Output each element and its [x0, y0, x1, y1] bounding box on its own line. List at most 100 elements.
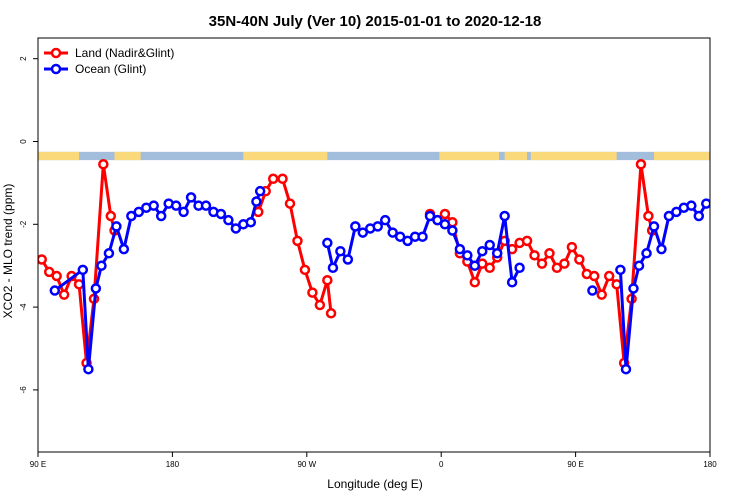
data-point: [126, 210, 137, 222]
data-point: [322, 274, 333, 286]
data-point: [635, 159, 647, 170]
data-point: [701, 198, 710, 209]
data-point: [322, 237, 333, 249]
data-point: [551, 262, 563, 274]
data-point: [379, 214, 391, 226]
data-point: [615, 264, 626, 276]
data-point: [402, 235, 413, 247]
data-point: [521, 235, 533, 247]
data-point: [686, 200, 697, 211]
data-point: [230, 223, 242, 234]
x-tick-label: 90 E: [567, 460, 583, 469]
data-point: [491, 248, 503, 259]
data-point: [200, 200, 212, 211]
data-point: [105, 210, 117, 222]
data-point: [38, 254, 47, 265]
data-point: [96, 260, 107, 271]
data-point: [90, 283, 102, 294]
data-point: [357, 227, 369, 238]
data-point: [148, 200, 159, 211]
x-tick-label: 180: [703, 460, 717, 469]
data-point: [566, 241, 578, 253]
data-point: [641, 248, 652, 259]
x-tick-label: 90 W: [297, 460, 316, 469]
data-point: [648, 221, 660, 232]
data-point: [215, 208, 227, 220]
data-point: [514, 262, 525, 274]
data-point: [387, 227, 398, 238]
series-ocean: [49, 185, 710, 375]
y-tick-label: -6: [19, 386, 28, 394]
landmask-band: [38, 151, 710, 161]
data-point: [118, 243, 130, 255]
data-point: [589, 270, 600, 282]
x-tick-label: 90 E: [30, 460, 46, 469]
data-point: [254, 185, 266, 197]
data-point: [342, 254, 354, 265]
x-tick-label: 0: [439, 460, 444, 469]
ocean-band: [38, 151, 710, 161]
data-point: [223, 214, 234, 226]
y-tick-label: 2: [19, 56, 28, 61]
data-point: [77, 264, 89, 276]
land-band-segment: [439, 151, 500, 161]
data-point: [307, 287, 318, 298]
land-band-segment: [504, 151, 528, 161]
data-point: [574, 254, 585, 265]
data-point: [559, 258, 570, 269]
data-point: [314, 299, 326, 311]
data-point: [51, 270, 62, 282]
y-axis-label: XCO2 - MLO trend (ppm): [1, 184, 15, 319]
series-layer: [38, 159, 710, 375]
data-point: [484, 239, 495, 251]
land-band-segment: [243, 151, 328, 161]
data-point: [663, 210, 675, 222]
data-point: [469, 277, 481, 288]
data-point: [447, 225, 458, 236]
data-point: [424, 210, 436, 222]
data-point: [103, 248, 115, 259]
data-point: [83, 363, 94, 375]
data-point: [417, 231, 428, 242]
data-point: [111, 221, 122, 232]
data-point: [439, 208, 451, 220]
data-point: [587, 285, 598, 296]
x-axis-label: Longitude (deg E): [327, 477, 422, 491]
data-point: [350, 221, 361, 232]
data-point: [73, 279, 85, 290]
data-point: [469, 260, 481, 271]
data-point: [656, 243, 667, 255]
data-point: [178, 206, 189, 218]
data-point: [245, 216, 257, 228]
data-point: [628, 283, 639, 294]
y-tick-label: 0: [19, 139, 28, 144]
data-point: [58, 289, 70, 300]
legend-swatch-marker: [50, 63, 62, 75]
data-point: [49, 285, 61, 296]
data-point: [284, 198, 296, 209]
data-point: [499, 210, 510, 222]
data-point: [529, 250, 540, 261]
data-point: [643, 210, 654, 222]
data-point: [133, 206, 145, 218]
land-band-segment: [654, 151, 710, 161]
data-point: [633, 260, 645, 271]
data-point: [603, 270, 615, 282]
data-point: [299, 264, 311, 276]
data-point: [267, 173, 279, 185]
legend-entry-label: Land (Nadir&Glint): [75, 46, 174, 60]
y-tick-label: -2: [19, 220, 28, 228]
land-band-segment: [114, 151, 141, 161]
data-point: [335, 245, 346, 257]
data-point: [620, 363, 632, 375]
data-point: [671, 206, 682, 218]
data-point: [155, 210, 167, 222]
chart-title: 35N-40N July (Ver 10) 2015-01-01 to 2020…: [209, 13, 542, 30]
data-point: [506, 277, 518, 288]
land-band-segment: [530, 151, 617, 161]
data-point: [432, 214, 443, 226]
data-point: [596, 289, 607, 300]
x-tick-label: 180: [166, 460, 180, 469]
data-point: [98, 159, 109, 170]
plot-frame: [37, 37, 711, 453]
